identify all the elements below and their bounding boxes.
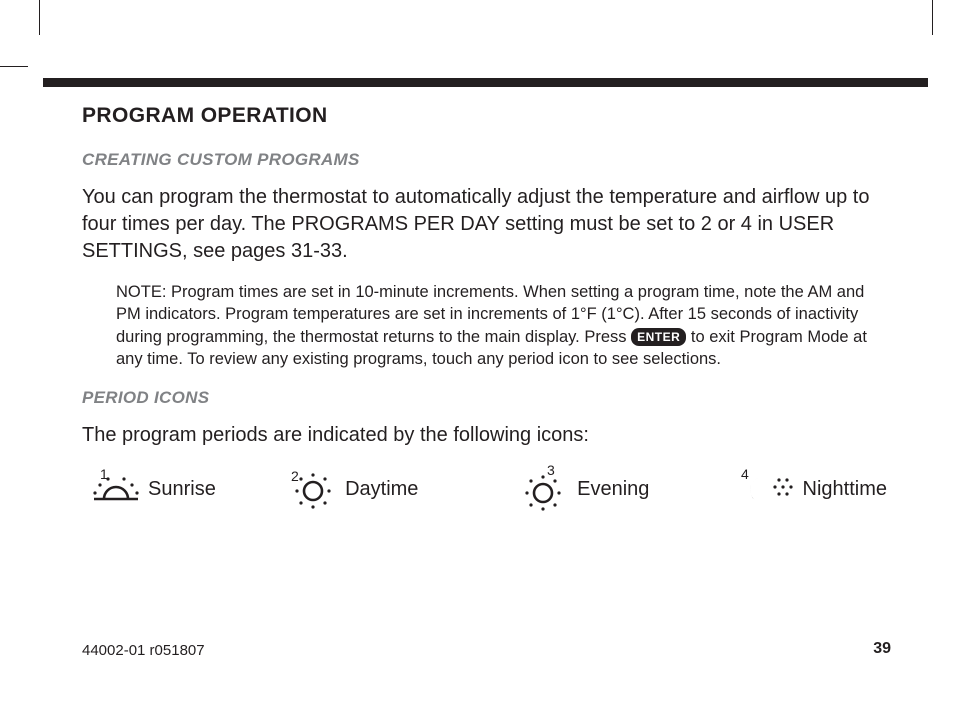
period-nighttime: 4 Nighttime [733, 465, 887, 513]
footer-doc-id: 44002-01 r051807 [82, 642, 205, 659]
period-sunrise: 1 Sunrise [88, 467, 216, 511]
sunrise-icon: 1 [88, 467, 140, 511]
daytime-number: 2 [291, 468, 299, 484]
section-heading-creating: CREATING CUSTOM PROGRAMS [82, 150, 887, 170]
crop-mark-v-left [39, 0, 40, 35]
period-intro-text: The program periods are indicated by the… [82, 422, 887, 449]
period-evening: 3 Evening [517, 465, 649, 513]
evening-label: Evening [577, 478, 649, 501]
nighttime-icon: 4 [733, 465, 795, 513]
intro-paragraph: You can program the thermostat to automa… [82, 184, 887, 265]
note-block: NOTE: Program times are set in 10-minute… [116, 281, 879, 370]
daytime-label: Daytime [345, 478, 418, 501]
section-heading-period-icons: PERIOD ICONS [82, 388, 887, 408]
period-daytime: 2 Daytime [285, 465, 418, 513]
nighttime-number: 4 [741, 466, 749, 482]
header-black-bar [43, 78, 928, 87]
daytime-icon: 2 [285, 465, 337, 513]
evening-icon: 3 [517, 465, 569, 513]
crop-mark-v-right [932, 0, 933, 35]
page-content: PROGRAM OPERATION CREATING CUSTOM PROGRA… [82, 104, 887, 513]
enter-button-icon: ENTER [631, 328, 686, 346]
crop-mark-h-left [0, 66, 28, 67]
nighttime-label: Nighttime [803, 478, 887, 501]
footer-page-number: 39 [873, 640, 891, 658]
period-icons-row: 1 Sunrise 2 [88, 465, 887, 513]
sunrise-label: Sunrise [148, 478, 216, 501]
evening-number: 3 [547, 465, 555, 478]
page-heading: PROGRAM OPERATION [82, 104, 887, 128]
